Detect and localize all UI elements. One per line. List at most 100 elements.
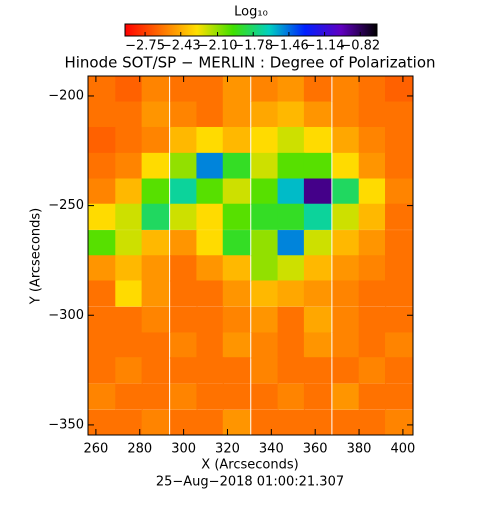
heatmap-cell bbox=[358, 409, 387, 436]
colorbar-tick-label: −1.14 bbox=[305, 39, 345, 54]
heatmap-cell bbox=[251, 126, 279, 154]
heatmap-cell bbox=[141, 357, 170, 384]
heatmap-cell bbox=[115, 306, 143, 333]
heatmap-cell bbox=[115, 126, 143, 154]
heatmap-cell bbox=[385, 126, 413, 154]
heatmap-cell bbox=[277, 230, 306, 257]
heatmap-cell bbox=[303, 255, 332, 282]
heatmap-cell bbox=[303, 409, 332, 436]
heatmap-cell bbox=[141, 332, 170, 359]
chart-title: Hinode SOT/SP − MERLIN : Degree of Polar… bbox=[64, 54, 435, 72]
heatmap-cell bbox=[141, 203, 170, 230]
heatmap-cell bbox=[358, 230, 387, 257]
heatmap-cell bbox=[222, 280, 251, 307]
heatmap-cell bbox=[88, 152, 116, 180]
x-tick-label: 300 bbox=[171, 442, 196, 457]
heatmap-cell bbox=[88, 178, 116, 205]
heatmap-cell bbox=[222, 101, 251, 128]
x-tick-label: 360 bbox=[303, 442, 328, 457]
heatmap-cell bbox=[222, 126, 251, 154]
heatmap-cell bbox=[88, 230, 116, 257]
heatmap-cell bbox=[88, 255, 116, 282]
heatmap-cell bbox=[332, 76, 360, 103]
heatmap-cell bbox=[277, 280, 306, 307]
colorbar-tick-label: −2.75 bbox=[125, 39, 165, 54]
heatmap-cell bbox=[141, 409, 170, 436]
heatmap-cell bbox=[277, 357, 306, 384]
heatmap-cell bbox=[141, 255, 170, 282]
heatmap-cell bbox=[332, 178, 360, 205]
heatmap-cell bbox=[332, 101, 360, 128]
y-tick-label: −350 bbox=[48, 417, 84, 432]
heatmap-cell bbox=[358, 280, 387, 307]
footer: 25−Aug−2018 01:00:21.307 bbox=[156, 475, 344, 490]
heatmap-cell bbox=[115, 101, 143, 128]
heatmap-cell bbox=[303, 280, 332, 307]
heatmap-cell bbox=[251, 152, 279, 180]
heatmap-cell bbox=[115, 230, 143, 257]
heatmap-cell bbox=[170, 383, 198, 410]
heatmap-cell bbox=[115, 152, 143, 180]
heatmap-cell bbox=[222, 383, 251, 410]
heatmap-cell bbox=[358, 76, 387, 103]
colorbar bbox=[124, 23, 378, 37]
colorbar-tick-label: −2.43 bbox=[161, 39, 201, 54]
heatmap-cell bbox=[88, 357, 116, 384]
heatmap-cell bbox=[170, 280, 198, 307]
heatmap-cell bbox=[170, 230, 198, 257]
heatmap-cell bbox=[170, 332, 198, 359]
heatmap-cell bbox=[115, 203, 143, 230]
heatmap-cell bbox=[385, 152, 413, 180]
colorbar-tick-label: −2.10 bbox=[198, 39, 238, 54]
heatmap-cell bbox=[141, 126, 170, 154]
heatmap-cell bbox=[251, 76, 279, 103]
heatmap-cell bbox=[332, 230, 360, 257]
x-tick-label: 280 bbox=[127, 442, 152, 457]
heatmap-cell bbox=[251, 306, 279, 333]
heatmap-cell bbox=[385, 255, 413, 282]
heatmap-cell bbox=[141, 152, 170, 180]
x-tick-label: 320 bbox=[215, 442, 240, 457]
heatmap-cell bbox=[222, 255, 251, 282]
plot-frame bbox=[87, 75, 414, 436]
heatmap-cell bbox=[88, 383, 116, 410]
heatmap-cell bbox=[170, 126, 198, 154]
heatmap-cell bbox=[251, 255, 279, 282]
heatmap-cell bbox=[88, 203, 116, 230]
colorbar-label: Log₁₀ bbox=[234, 5, 268, 20]
heatmap-cell bbox=[385, 357, 413, 384]
heatmap-cell bbox=[303, 332, 332, 359]
heatmap-cell bbox=[358, 203, 387, 230]
heatmap-cell bbox=[141, 280, 170, 307]
heatmap-cell bbox=[332, 203, 360, 230]
heatmap-cell bbox=[358, 152, 387, 180]
heatmap-cell bbox=[222, 152, 251, 180]
heatmap-cell bbox=[332, 383, 360, 410]
heatmap-cell bbox=[115, 76, 143, 103]
heatmap-cell bbox=[251, 332, 279, 359]
heatmap-cell bbox=[277, 383, 306, 410]
heatmap-cell bbox=[141, 178, 170, 205]
heatmap-cell bbox=[196, 178, 224, 205]
heatmap-cell bbox=[196, 306, 224, 333]
y-tick-label: −200 bbox=[48, 88, 84, 103]
heatmap-cell bbox=[115, 178, 143, 205]
heatmap-cell bbox=[251, 409, 279, 436]
y-axis-label: Y (Arcseconds) bbox=[29, 208, 44, 305]
heatmap-cell bbox=[303, 178, 332, 205]
heatmap-cell bbox=[222, 230, 251, 257]
heatmap-cell bbox=[141, 76, 170, 103]
heatmap-cell bbox=[170, 178, 198, 205]
heatmap-cell bbox=[88, 101, 116, 128]
heatmap-cell bbox=[88, 76, 116, 103]
heatmap-cell bbox=[303, 101, 332, 128]
heatmap-cell bbox=[385, 383, 413, 410]
x-tick-label: 340 bbox=[259, 442, 284, 457]
heatmap-cell bbox=[385, 230, 413, 257]
heatmap-cell bbox=[222, 203, 251, 230]
heatmap-cell bbox=[196, 255, 224, 282]
heatmap-cell bbox=[88, 332, 116, 359]
heatmap-cell bbox=[196, 332, 224, 359]
heatmap-cell bbox=[196, 76, 224, 103]
